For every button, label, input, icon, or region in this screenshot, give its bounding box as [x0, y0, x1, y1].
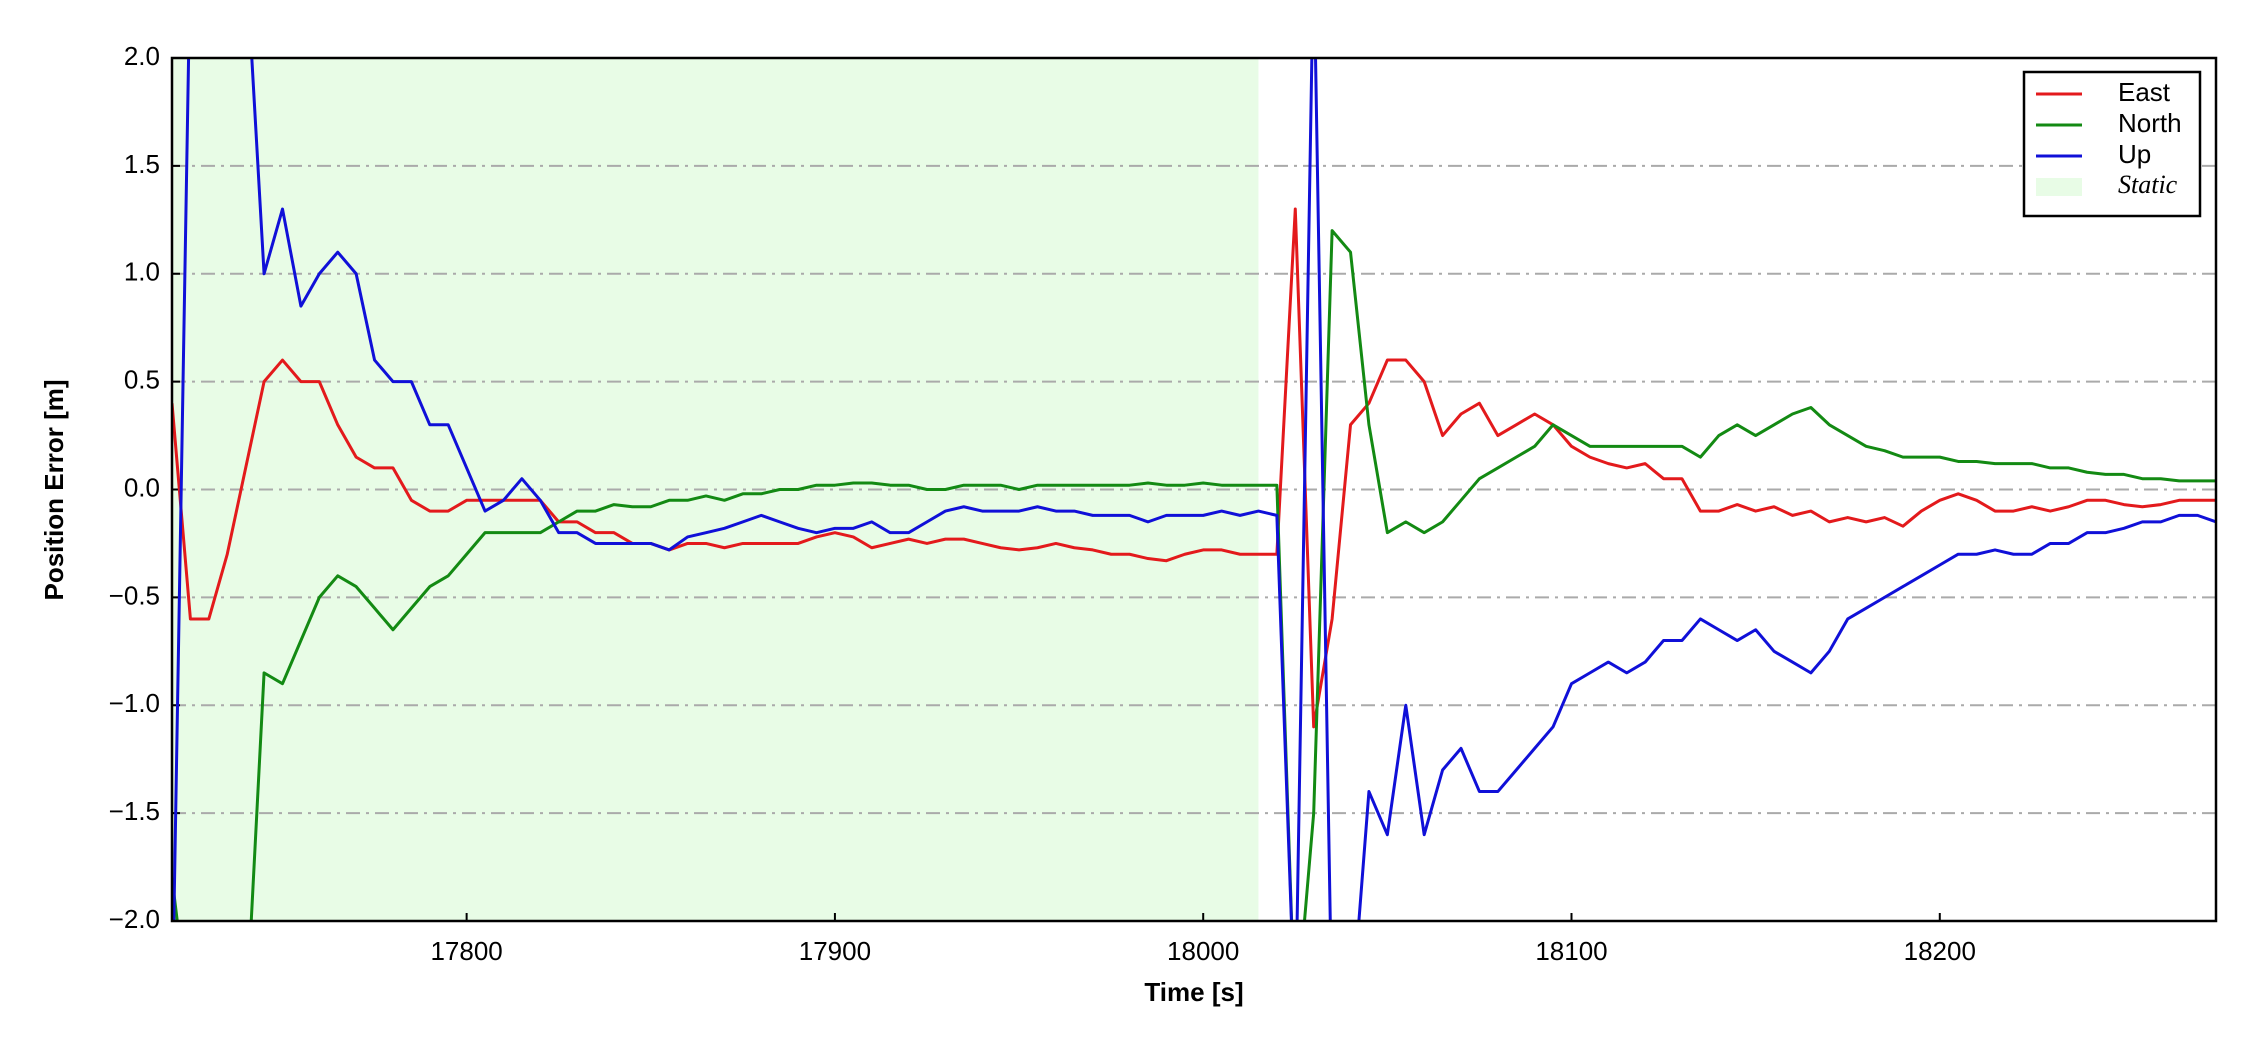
x-tick-label: 17900 [799, 936, 871, 966]
y-tick-label: 1.0 [124, 257, 160, 287]
series-line [172, 58, 2216, 921]
y-tick-label: −1.0 [109, 688, 160, 718]
legend-label: East [2118, 77, 2171, 107]
x-tick-label: 18100 [1535, 936, 1607, 966]
x-tick-label: 17800 [430, 936, 502, 966]
y-tick-label: 1.5 [124, 149, 160, 179]
y-tick-label: 2.0 [124, 41, 160, 71]
series-line [172, 207, 2216, 729]
y-tick-label: −0.5 [109, 580, 160, 610]
y-tick-label: −2.0 [109, 904, 160, 934]
y-tick-label: 0.5 [124, 365, 160, 395]
y-axis-label: Position Error [m] [39, 379, 69, 600]
y-tick-label: 0.0 [124, 472, 160, 502]
legend-label: Up [2118, 139, 2151, 169]
legend-label: North [2118, 108, 2182, 138]
legend-label: Static [2118, 170, 2178, 199]
legend-swatch [2036, 178, 2082, 196]
plot-frame [170, 56, 2218, 923]
x-tick-label: 18200 [1904, 936, 1976, 966]
x-tick-label: 18000 [1167, 936, 1239, 966]
y-tick-label: −1.5 [109, 796, 160, 826]
plot-lines [172, 58, 2216, 921]
x-axis-label: Time [s] [1144, 977, 1243, 1007]
series-line [172, 229, 2216, 921]
